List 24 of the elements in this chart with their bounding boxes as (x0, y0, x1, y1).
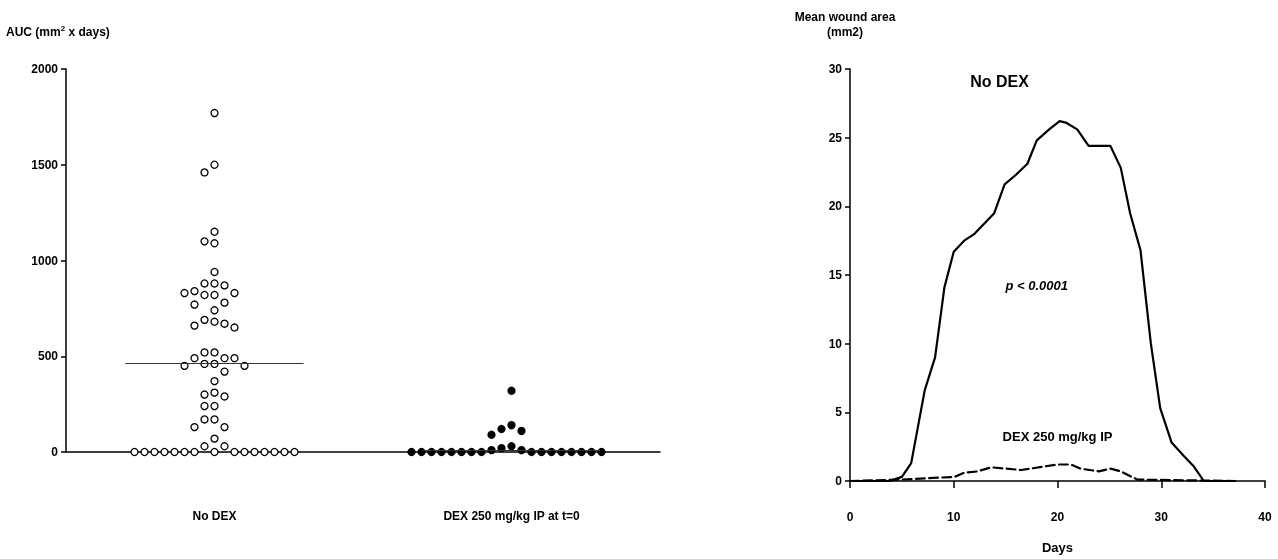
x-tick-label: DEX 250 mg/kg IP at t=0 (443, 509, 580, 523)
x-axis-title: Days (1041, 540, 1074, 555)
y-tick-label: 0 (51, 445, 59, 459)
y-tick-label: 2000 (31, 62, 59, 76)
x-tick-label: 0 (846, 510, 854, 524)
y-tick-label: 15 (828, 268, 843, 282)
x-tick-label: 30 (1154, 510, 1169, 524)
x-tick-label: 20 (1050, 510, 1065, 524)
y-tick-label: 25 (828, 130, 843, 145)
y-axis-title: Mean wound area (mm2) (794, 9, 896, 39)
y-tick-label: 1000 (31, 253, 59, 268)
x-tick-label: 10 (947, 510, 961, 524)
y-tick-label: 30 (828, 62, 843, 76)
text: No DEX (970, 72, 1030, 90)
y-tick-label: 10 (828, 336, 843, 351)
y-tick-label: 1500 (31, 157, 59, 172)
x-tick-label: 40 (1258, 510, 1272, 524)
annotation: p < 0.0001 (1004, 277, 1069, 293)
y-tick-label: 5 (835, 405, 843, 420)
x-tick-label: No DEX (192, 509, 237, 523)
y-tick-label: 500 (37, 349, 59, 364)
series-label: DEX 250 mg/kg IP (1002, 429, 1113, 445)
y-tick-label: 20 (828, 199, 843, 214)
y-tick-label: 0 (835, 474, 843, 488)
